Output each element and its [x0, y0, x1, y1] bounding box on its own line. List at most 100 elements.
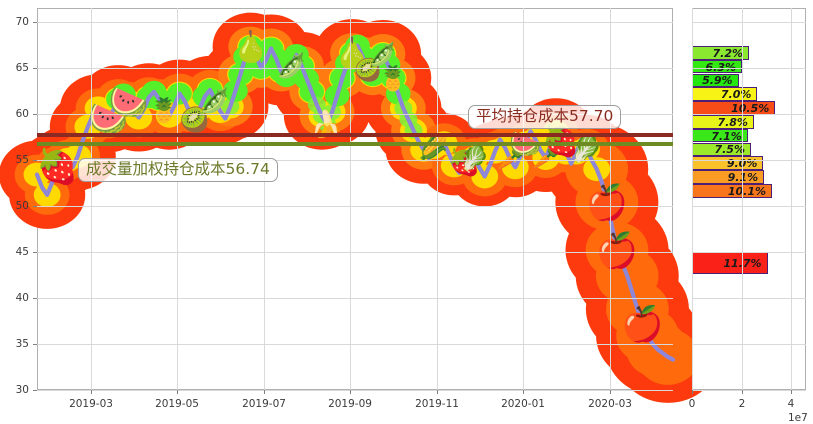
price-fruit-marker: 🥬: [570, 134, 602, 165]
price-y-tickmark: [33, 390, 37, 391]
price-gridline-horizontal: [37, 344, 673, 345]
price-gridline-horizontal: [37, 298, 673, 299]
price-x-tickmark: [177, 390, 178, 394]
price-fruit-marker: 🍍: [149, 97, 179, 125]
volume-gridline-horizontal: [692, 344, 806, 345]
price-gridline-vertical: [350, 8, 351, 390]
price-y-tickmark: [33, 344, 37, 345]
price-y-tickmark: [33, 22, 37, 23]
price-x-tickmark: [610, 390, 611, 394]
price-x-tick-label: 2019-11: [415, 398, 459, 410]
average-cost-annotation: 平均持仓成本57.70: [468, 105, 622, 129]
price-gridline-vertical: [177, 8, 178, 390]
volume-gridline-vertical: [791, 8, 792, 390]
volume-x-tick-label: 0: [688, 398, 696, 410]
volume-bar-label: 11.7%: [692, 257, 761, 270]
price-y-tick-label: 65: [15, 62, 29, 74]
price-x-tickmark: [437, 390, 438, 394]
volume-bar-label: 7.1%: [711, 129, 742, 143]
price-gridline-horizontal: [37, 390, 673, 391]
price-fruit-marker: 🍓: [36, 147, 78, 187]
price-x-tickmark: [264, 390, 265, 394]
price-y-tickmark: [33, 298, 37, 299]
price-line: [34, 43, 676, 362]
price-y-tick-label: 45: [15, 246, 29, 258]
price-fruit-marker: 🥝: [180, 104, 210, 134]
price-fruit-marker: 🫛: [276, 51, 306, 79]
price-y-tickmark: [33, 252, 37, 253]
price-gridline-horizontal: [37, 206, 673, 207]
price-fruit-marker: 🥝: [354, 55, 381, 83]
price-gridline-horizontal: [37, 252, 673, 253]
price-gridline-horizontal: [37, 22, 673, 23]
volume-bar-label: 7.0%: [720, 88, 752, 102]
price-gridline-horizontal: [37, 160, 673, 161]
price-fruit-marker: 🍓: [542, 123, 579, 159]
price-fruit-marker: 🥕: [532, 146, 559, 172]
price-gridline-vertical: [610, 8, 611, 390]
volume-bar-label: 6.3%: [692, 61, 737, 74]
price-fruit-marker: 🌽: [419, 132, 449, 161]
price-y-tick-label: 55: [15, 154, 29, 166]
volume-gridline-horizontal: [692, 160, 806, 161]
price-x-tick-label: 2019-05: [155, 398, 199, 410]
average-cost-line: [37, 133, 673, 138]
volume-gridline-horizontal: [692, 390, 806, 391]
volume-x-tickmark: [742, 390, 743, 394]
price-gridline-vertical: [91, 8, 92, 390]
price-marker-layer: 🍓🍉🍉 🍍 🥝🫛🍐🫛🍌🍐🥝🫛🍍🌽🍓🥬 🥕🍉🥕🍓🥬🍎🍎🍎: [36, 29, 663, 344]
volume-bar-label: 10.5%: [731, 102, 770, 115]
price-gridline-vertical: [523, 8, 524, 390]
volume-bar-label: 7.5%: [714, 143, 745, 157]
price-fruit-marker: 🫛: [369, 42, 396, 68]
vwap-cost-line: [37, 141, 673, 146]
price-x-tick-label: 2019-09: [328, 398, 372, 410]
price-y-tick-label: 50: [15, 200, 29, 212]
price-y-tick-label: 35: [15, 338, 29, 350]
volume-gridline-horizontal: [692, 298, 806, 299]
volume-gridline-horizontal: [692, 114, 806, 115]
price-y-tick-label: 70: [15, 16, 29, 28]
price-fruit-marker: 🫛: [200, 86, 230, 114]
price-y-tickmark: [33, 206, 37, 207]
price-x-tick-label: 2020-01: [501, 398, 545, 410]
price-y-tickmark: [33, 160, 37, 161]
price-gridline-vertical: [264, 8, 265, 390]
volume-x-tickmark: [791, 390, 792, 394]
price-x-tick-label: 2019-03: [69, 398, 113, 410]
volume-bar-label: 9.1%: [692, 171, 759, 184]
volume-bar-label: 5.9%: [702, 74, 733, 88]
price-y-tickmark: [33, 68, 37, 69]
price-x-tick-label: 2020-03: [588, 398, 632, 410]
price-y-tick-label: 30: [15, 384, 29, 396]
price-gridline-horizontal: [37, 68, 673, 69]
volume-gridline-vertical: [692, 8, 693, 390]
price-x-tick-label: 2019-07: [242, 398, 286, 410]
price-fruit-marker: 🍉: [88, 100, 128, 138]
volume-gridline-vertical: [742, 8, 743, 390]
volume-x-tick-label: 2: [738, 398, 746, 410]
vwap-cost-annotation: 成交量加权持仓成本56.74: [78, 158, 278, 182]
price-fruit-marker: 🥬: [460, 144, 490, 172]
price-gridline-horizontal: [37, 114, 673, 115]
volume-axis-offset-label: 1e7: [788, 412, 808, 424]
price-fruit-marker: 🍐: [232, 29, 269, 65]
volume-x-tickmark: [692, 390, 693, 394]
volume-bar-label: 7.2%: [712, 46, 743, 60]
price-y-tick-label: 40: [15, 292, 29, 304]
price-fruit-marker: 🍐: [334, 36, 371, 72]
price-fruit-marker: 🍉: [109, 83, 149, 121]
volume-gridline-horizontal: [692, 252, 806, 253]
price-fruit-marker: 🍎: [586, 182, 628, 223]
price-x-tickmark: [91, 390, 92, 394]
price-fruit-marker: 🍍: [378, 64, 408, 92]
volume-gridline-horizontal: [692, 206, 806, 207]
price-fruit-marker: 🍎: [621, 304, 663, 345]
price-fruit-marker: 🍓: [448, 147, 480, 178]
price-y-tick-label: 60: [15, 108, 29, 120]
price-gridline-vertical: [437, 8, 438, 390]
volume-gridline-horizontal: [692, 68, 806, 69]
price-y-tickmark: [33, 114, 37, 115]
volume-x-tick-label: 4: [787, 398, 795, 410]
